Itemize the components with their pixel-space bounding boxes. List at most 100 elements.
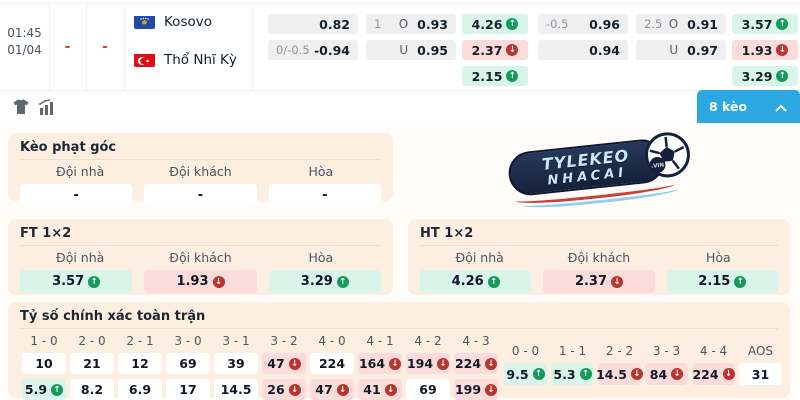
trend-icon xyxy=(212,275,225,288)
score-odds-cell[interactable]: 224 xyxy=(310,353,354,374)
score-odds-cell[interactable]: 10 xyxy=(22,353,66,374)
ft-away-odds[interactable]: 1.93 xyxy=(144,270,257,293)
score-odds-cell[interactable]: 9.5 xyxy=(504,363,547,385)
score-odds-cell[interactable]: 199 xyxy=(454,379,498,400)
hdp-odds-cell[interactable]: 0.94 xyxy=(538,40,628,60)
score-odds-cell[interactable]: 41 xyxy=(358,379,402,400)
score-odds-cell[interactable]: 5.3 xyxy=(551,363,594,385)
score-header: 3 - 1 xyxy=(222,334,250,348)
hdp-odds-cell[interactable]: -0.5 0.96 xyxy=(538,14,628,34)
trend-icon xyxy=(336,383,349,396)
away-team-name: Thổ Nhĩ Kỳ xyxy=(164,52,237,68)
score-odds-cell[interactable]: 26 xyxy=(262,379,306,400)
trend-icon xyxy=(384,383,397,396)
score-header: 4 - 0 xyxy=(318,334,346,348)
trend-icon xyxy=(506,18,519,30)
score-odds-cell[interactable]: 224 xyxy=(454,353,498,374)
score-odds-cell[interactable]: 47 xyxy=(310,379,354,400)
trend-icon xyxy=(734,275,747,288)
trend-icon xyxy=(506,44,519,56)
score-odds-cell[interactable]: 194 xyxy=(406,353,450,374)
score-odds-cell[interactable]: 17 xyxy=(166,379,210,400)
corner-away-odds[interactable]: - xyxy=(144,184,257,207)
score-odds-cell[interactable]: 21 xyxy=(70,353,114,374)
section-title: FT 1×2 xyxy=(20,226,381,246)
ou-odds-cell[interactable]: U 0.95 xyxy=(366,40,456,60)
trend-icon xyxy=(485,383,498,396)
stats-chart-icon[interactable] xyxy=(38,99,56,119)
draw-column-header: Hòa xyxy=(705,250,731,265)
trend-icon xyxy=(288,383,301,396)
trend-icon xyxy=(485,357,498,370)
corner-home-odds[interactable]: - xyxy=(20,184,133,207)
section-title: HT 1×2 xyxy=(420,226,778,246)
away-column-header: Đội khách xyxy=(567,250,631,265)
correct-score-section: Tỷ số chính xác toàn trận 1 - 0 2 - 0 2 … xyxy=(8,302,790,400)
trend-icon xyxy=(611,275,624,288)
ft-home-odds[interactable]: 3.57 xyxy=(20,270,133,293)
score-odds-cell[interactable]: 164 xyxy=(358,353,402,374)
score-header: 3 - 3 xyxy=(652,344,681,358)
score-odds-cell[interactable]: 69 xyxy=(406,379,450,400)
trend-icon xyxy=(579,368,592,380)
trend-icon xyxy=(776,70,789,82)
trend-icon xyxy=(532,368,545,380)
ou-odds-cell[interactable]: 1 O 0.93 xyxy=(366,14,456,34)
match-time: 01:45 01/04 xyxy=(0,25,49,59)
score-odds-cell[interactable]: 69 xyxy=(166,353,210,374)
score-header: 0 - 0 xyxy=(511,344,540,358)
trend-icon xyxy=(389,357,402,370)
home-team-row[interactable]: Kosovo xyxy=(134,14,212,30)
tylekeo-nhacai-logo: TYLEKEO NHACAI .VIN xyxy=(505,132,695,212)
ht-draw-odds[interactable]: 2.15 xyxy=(666,270,778,293)
score-odds-cell[interactable]: 8.2 xyxy=(70,379,114,400)
score-odds-cell[interactable]: 14.5 xyxy=(214,379,258,400)
score-odds-cell[interactable]: 47 xyxy=(262,353,306,374)
divider xyxy=(49,4,50,90)
home-column-header: Đội nhà xyxy=(56,250,105,265)
bets-count-button[interactable]: 8 kèo xyxy=(697,90,800,123)
score-odds-cell[interactable]: 31 xyxy=(739,363,782,385)
trend-icon xyxy=(671,368,684,380)
trend-icon xyxy=(437,357,450,370)
trend-icon xyxy=(776,18,789,30)
ou-odds-cell[interactable]: 2.5 O 0.91 xyxy=(636,14,726,34)
score-header: 4 - 4 xyxy=(699,344,728,358)
divider xyxy=(252,4,253,90)
score-odds-cell[interactable]: 39 xyxy=(214,353,258,374)
ht-away-odds[interactable]: 2.37 xyxy=(543,270,655,293)
turkey-flag-icon xyxy=(134,53,155,67)
score-odds-cell[interactable]: 14.5 xyxy=(596,363,643,385)
home-column-header: Đội nhà xyxy=(455,250,504,265)
ou-odds-cell[interactable]: U 0.97 xyxy=(636,40,726,60)
score-odds-cell[interactable]: 6.9 xyxy=(118,379,162,400)
x12-odds-cell[interactable]: 2.37 xyxy=(462,40,528,60)
score-odds-cell[interactable]: 224 xyxy=(692,363,735,385)
jersey-icon[interactable] xyxy=(12,99,30,119)
ft-draw-odds[interactable]: 3.29 xyxy=(268,270,381,293)
correct-score-right-grid: 0 - 0 1 - 1 2 - 2 3 - 3 4 - 4 AOS 9.5 5.… xyxy=(502,344,784,385)
score-odds-cell[interactable]: 84 xyxy=(645,363,688,385)
x12-odds-cell[interactable]: 3.57 xyxy=(732,14,798,34)
ht-1x2-section: HT 1×2 Đội nhà Đội khách Hòa 4.26 2.37 2… xyxy=(408,219,790,295)
trend-icon xyxy=(487,275,500,288)
trend-icon xyxy=(336,275,349,288)
score-header: 3 - 0 xyxy=(174,334,202,348)
score-header: 1 - 1 xyxy=(558,344,587,358)
score-odds-cell[interactable]: 12 xyxy=(118,353,162,374)
corner-draw-odds[interactable]: - xyxy=(268,184,381,207)
score-odds-cell[interactable]: 5.9 xyxy=(22,379,66,400)
ht-home-odds[interactable]: 4.26 xyxy=(420,270,532,293)
divider xyxy=(0,90,800,91)
x12-odds-cell[interactable]: 2.15 xyxy=(462,66,528,86)
score-header: 2 - 0 xyxy=(78,334,106,348)
hdp-odds-cell[interactable]: 0.82 xyxy=(268,14,358,34)
hdp-odds-cell[interactable]: 0/-0.5 -0.94 xyxy=(268,40,358,60)
away-team-row[interactable]: Thổ Nhĩ Kỳ xyxy=(134,52,237,68)
trend-icon xyxy=(88,275,101,288)
x12-odds-cell[interactable]: 3.29 xyxy=(732,66,798,86)
x12-odds-cell[interactable]: 1.93 xyxy=(732,40,798,60)
x12-odds-cell[interactable]: 4.26 xyxy=(462,14,528,34)
trend-icon xyxy=(506,70,519,82)
